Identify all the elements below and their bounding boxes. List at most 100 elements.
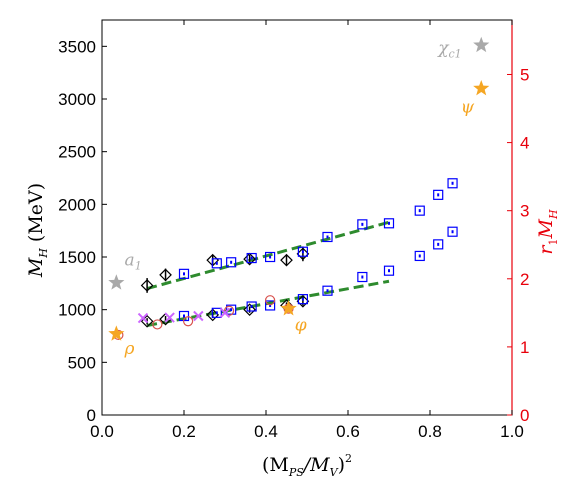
data-point-circle [265, 295, 276, 306]
data-point-square-error [451, 181, 454, 185]
data-point-square [433, 239, 444, 250]
left-y-axis-ticks: 0 500 1000 1500 2000 2500 3000 3500 [58, 37, 107, 425]
data-point-square-error [230, 260, 233, 264]
data-point-cross [219, 307, 231, 319]
x-tick-label: 1.0 [500, 422, 524, 441]
data-point-square-error [326, 235, 329, 239]
data-point-square-error [418, 254, 421, 258]
data-point-square-error [451, 230, 454, 234]
left-y-tick-label: 2500 [58, 143, 96, 162]
annotation-star [473, 36, 490, 53]
data-point-square [414, 205, 425, 216]
data-point-square [265, 300, 276, 311]
annotation-star [108, 274, 125, 290]
left-y-tick-label: 1000 [58, 301, 96, 320]
data-point-square [265, 251, 276, 263]
data-point-diamond [243, 252, 256, 266]
data-point-square-error [230, 308, 233, 312]
data-point-square-error [269, 255, 272, 259]
annotation-label: a1 [125, 250, 142, 272]
data-point-square [322, 231, 333, 243]
data-point-square-error [418, 209, 421, 213]
data-point-circle [224, 305, 235, 316]
data-point-square [383, 218, 395, 229]
data-point-square [297, 246, 308, 257]
data-point-circle [152, 319, 163, 330]
x-tick-label: 0.6 [336, 422, 360, 441]
right-y-tick-label: 1 [520, 338, 529, 357]
x-tick-label: 0.0 [90, 422, 114, 441]
data-point-cross [164, 312, 175, 323]
data-point-square-error [437, 242, 440, 246]
data-point-square [383, 265, 395, 276]
data-point-diamond [296, 294, 310, 308]
right-y-tick-label: 3 [520, 202, 529, 221]
data-point-square-error [250, 305, 253, 309]
data-point-square-error [437, 193, 440, 197]
right-y-axis-title: r1MH [535, 209, 560, 255]
x-tick-label: 0.4 [254, 422, 278, 441]
annotation-label: ψ [461, 98, 475, 118]
data-point-diamond [280, 253, 293, 267]
data-point-square-error [183, 314, 185, 318]
plot-marks: a1 ρ φ χc1 ψ [108, 36, 490, 359]
data-point-square-error [301, 297, 304, 301]
data-point-diamond [243, 303, 256, 317]
data-point-square-error [301, 250, 304, 254]
plot-frame [101, 19, 513, 416]
left-y-tick-label: 500 [68, 353, 96, 372]
data-point-square [297, 294, 308, 305]
annotation-star [473, 79, 490, 96]
data-point-square-error [250, 256, 253, 260]
data-point-square-error [269, 303, 272, 307]
data-point-square [433, 189, 444, 200]
annotation-label: φ [295, 316, 307, 336]
annotation-star [108, 325, 125, 341]
annotation-star [280, 300, 297, 316]
data-point-square [322, 285, 333, 296]
data-point-square [178, 268, 190, 279]
right-y-tick-label: 2 [520, 270, 529, 289]
data-point-square [211, 307, 222, 318]
right-y-tick-label: 5 [520, 65, 529, 84]
right-y-tick-label: 4 [520, 134, 529, 153]
data-point-square-error [361, 222, 364, 226]
data-point-square-error [388, 221, 390, 225]
right-y-axis-ticks: 0 1 2 3 4 5 [507, 65, 529, 425]
left-y-tick-label: 0 [87, 406, 96, 425]
data-point-square [226, 257, 237, 268]
data-point-cross [137, 312, 149, 324]
fit-line [146, 220, 390, 291]
data-point-square [211, 258, 222, 269]
data-point-square-error [215, 311, 218, 315]
data-point-square [357, 271, 368, 283]
annotation-label: ρ [124, 339, 135, 359]
data-point-circle [183, 316, 194, 327]
annotation-label: χc1 [437, 39, 461, 61]
data-point-square-error [215, 261, 218, 265]
data-point-square [447, 178, 458, 189]
left-y-tick-label: 1500 [58, 248, 96, 267]
left-y-axis-title: MH (MeV) [25, 183, 50, 278]
left-y-tick-label: 3500 [58, 37, 96, 56]
left-y-tick-label: 3000 [58, 90, 96, 109]
left-y-tick-label: 2000 [58, 195, 96, 214]
data-point-square-error [388, 269, 390, 273]
x-tick-label: 0.2 [172, 422, 196, 441]
data-point-square-error [183, 272, 185, 276]
fit-line [146, 279, 390, 327]
x-tick-label: 0.8 [418, 422, 442, 441]
data-point-square [246, 252, 257, 264]
data-point-square [414, 250, 425, 262]
data-point-square-error [326, 289, 329, 293]
data-point-cross [193, 310, 204, 322]
right-y-tick-label: 0 [520, 406, 529, 425]
x-axis-ticks: 0.0 0.2 0.4 0.6 0.8 1.0 [90, 20, 524, 441]
x-axis-title: (MPS/MV)2 [262, 452, 352, 479]
data-point-square [357, 219, 368, 230]
data-point-square-error [361, 275, 364, 279]
data-point-square [246, 301, 257, 312]
data-point-square [226, 304, 237, 315]
data-point-square [447, 226, 458, 237]
